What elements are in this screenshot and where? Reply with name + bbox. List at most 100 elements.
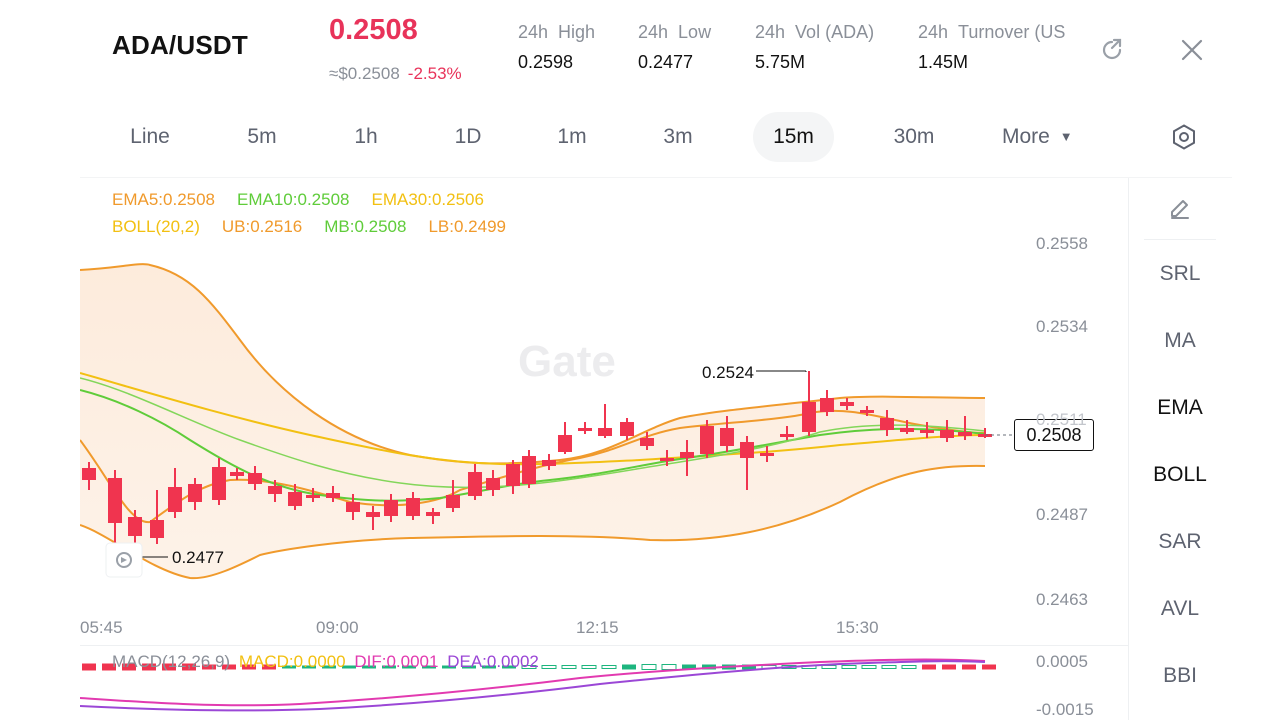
sidebar-item-bbi[interactable]: BBI (1163, 664, 1197, 687)
macd-bar (382, 665, 396, 669)
tab-3m[interactable]: 3m (663, 125, 693, 148)
candle-body (760, 453, 774, 456)
y-tick: 0.2463 (1036, 590, 1088, 609)
macd-bar (841, 665, 857, 669)
stat-period: 24h (755, 22, 786, 42)
candle-body (288, 492, 302, 506)
dea-line (80, 660, 986, 712)
sidebar-item-boll[interactable]: BOLL (1153, 463, 1207, 486)
candle-body (680, 452, 694, 458)
macd-bar (102, 663, 116, 671)
candle-body (230, 472, 244, 476)
tab-30m[interactable]: 30m (893, 125, 935, 148)
macd-bar (942, 664, 956, 670)
macd-bar (922, 664, 936, 670)
boll-lower-line (80, 464, 986, 580)
candle-body (306, 495, 320, 498)
macd-bar (821, 665, 837, 669)
macd-bar (462, 665, 476, 669)
macd-bar (541, 665, 557, 669)
last-price: 0.2508 (329, 14, 418, 46)
candle-body (268, 486, 282, 494)
macd-bar (561, 665, 577, 669)
candle-body (620, 422, 634, 436)
dif-value: DIF:0.0001 (354, 652, 439, 671)
candle-body (640, 438, 654, 446)
sidebar-item-ma[interactable]: MA (1164, 329, 1196, 352)
candle-body (958, 432, 972, 436)
stat-period: 24h (518, 22, 549, 42)
x-tick: 09:00 (316, 618, 359, 637)
candle-body (168, 487, 182, 512)
macd-bar (222, 664, 236, 670)
candle-body (780, 434, 794, 437)
macd-bar (881, 665, 897, 669)
macd-bar (422, 665, 436, 669)
sidebar-item-ema[interactable]: EMA (1157, 396, 1203, 419)
tab-1d[interactable]: 1D (454, 125, 482, 148)
sidebar-item-srl[interactable]: SRL (1159, 262, 1201, 285)
macd-bar (661, 664, 677, 670)
macd-bar (322, 665, 336, 669)
stat-label: High (558, 22, 596, 42)
macd-y-tick: 0.0005 (1036, 652, 1088, 671)
macd-bar (122, 663, 136, 671)
tab-more[interactable]: More ▼ (1002, 112, 1098, 162)
usd-price-row: ≈$0.2508 -2.53% (329, 64, 462, 84)
macd-legend: MACD(12,26,9) MACD:0.0000 DIF:0.0001 DEA… (112, 652, 543, 672)
ema5-value: EMA5:0.2508 (112, 190, 216, 209)
tab-1m[interactable]: 1m (557, 125, 587, 148)
boll-ub: UB:0.2516 (221, 217, 303, 236)
tab-line[interactable]: Line (130, 125, 170, 148)
candle-body (558, 435, 572, 452)
tab-15m[interactable]: 15m (753, 112, 834, 162)
y-tick: 0.2487 (1036, 505, 1088, 524)
candle-body (506, 464, 520, 486)
candle-body (82, 468, 96, 480)
current-price-tag: 0.2508 (1014, 419, 1094, 451)
candle-body (880, 418, 894, 430)
close-icon[interactable] (1174, 32, 1210, 68)
tab-5m[interactable]: 5m (247, 125, 277, 148)
macd-bar (342, 665, 356, 669)
macd-bar (982, 664, 996, 670)
macd-y-tick: -0.0015 (1036, 700, 1094, 719)
candle-body (212, 467, 226, 500)
stat-volume: 24h Vol (ADA) 5.75M (755, 22, 884, 73)
macd-bar (282, 665, 296, 669)
pencil-icon[interactable] (1162, 190, 1198, 226)
sidebar-item-avl[interactable]: AVL (1160, 597, 1200, 620)
y-tick: 0.2511 (1036, 410, 1087, 429)
stat-period: 24h (918, 22, 949, 42)
candle-body (840, 402, 854, 406)
usd-price: ≈$0.2508 (329, 64, 400, 83)
y-tick: 0.2558 (1036, 234, 1088, 253)
candle-body (446, 495, 460, 508)
macd-bar (601, 665, 617, 669)
y-tick: 0.2534 (1036, 317, 1088, 336)
candle-body (406, 498, 420, 516)
stat-label: Vol (ADA) (795, 22, 875, 42)
ema30-line (80, 372, 986, 466)
candle-body (598, 428, 612, 436)
sidebar-item-sar[interactable]: SAR (1158, 530, 1202, 553)
candle-body (150, 520, 164, 538)
share-icon[interactable] (1094, 32, 1130, 68)
gate-watermark: Gate (518, 337, 616, 386)
candlestick-chart[interactable]: Gate 0.2524 0.2477 (80, 240, 1128, 640)
stat-label: Low (678, 22, 712, 42)
macd-bar (442, 665, 456, 669)
macd-chart[interactable] (80, 646, 1128, 720)
candle-body (248, 473, 262, 484)
boll-band-fill (80, 264, 985, 579)
macd-bar (202, 664, 216, 670)
candle-body (578, 428, 592, 431)
stat-low: 24h Low 0.2477 (638, 22, 721, 73)
candle-body (346, 502, 360, 512)
hexagon-settings-icon[interactable] (1166, 119, 1202, 155)
tab-1h[interactable]: 1h (354, 125, 378, 148)
macd-bar (742, 664, 756, 670)
candle-body (188, 484, 202, 502)
pair-title: ADA/USDT (112, 30, 248, 60)
candle-body (522, 456, 536, 484)
